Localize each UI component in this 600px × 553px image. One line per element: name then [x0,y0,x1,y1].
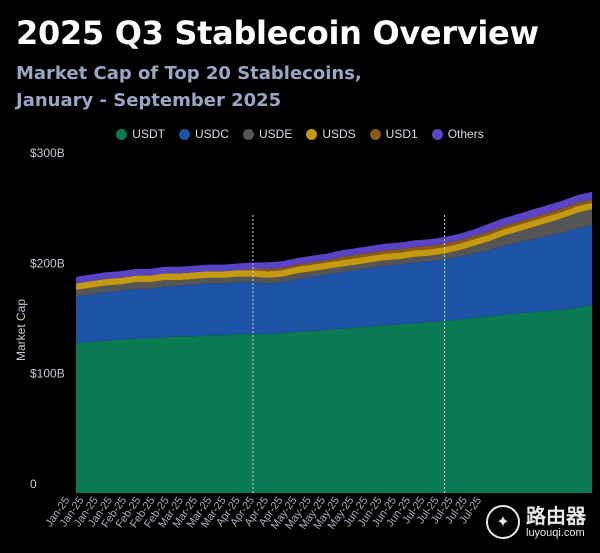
router-logo-icon: ✦ [486,504,520,539]
legend-label: Others [447,127,484,141]
y-axis-ticks: 0 $100B $200B $300B [30,146,65,491]
legend-item-usdt[interactable]: USDT [116,127,165,141]
watermark-logo-text: 路由器 [526,503,586,528]
area-usdt [76,305,592,493]
legend-swatch [116,128,128,140]
subtitle-line-1: Market Cap of Top 20 Stablecoins, [16,63,362,84]
area-others [76,191,592,284]
x-axis-ticks: Jan-25Jan-25Jan-25Jan-25Feb-25Feb-25Feb-… [43,495,484,532]
watermark: ✦ 路由器 luyouqi.com [486,505,586,539]
legend-swatch [178,128,190,140]
chart-title: 2025 Q3 Stablecoin Overview [16,14,539,52]
y-axis-label: Market Cap [14,299,28,361]
legend-swatch [242,128,254,140]
chart-subtitle: Market Cap of Top 20 Stablecoins, Januar… [16,60,362,114]
area-usdc [76,224,592,343]
legend-item-usd1[interactable]: USD1 [369,127,418,141]
legend-label: USD1 [385,127,418,141]
area-usds [76,202,592,290]
legend-label: USDT [132,127,165,141]
legend-label: USDC [194,127,229,141]
legend-item-usds[interactable]: USDS [306,127,356,141]
legend-swatch [431,128,443,140]
y-tick-label: $100B [30,367,65,381]
area-layers [76,191,592,493]
chart-legend: USDT USDC USDE USDS USD1 Others [0,127,600,141]
y-tick-label: 0 [30,477,37,491]
watermark-site-text: luyouqi.com [526,526,585,539]
area-usde [76,209,592,297]
legend-swatch [369,128,381,140]
legend-swatch [306,128,318,140]
legend-label: USDE [258,127,293,141]
subtitle-line-2: January - September 2025 [16,90,282,111]
legend-item-others[interactable]: Others [431,127,484,141]
y-tick-label: $200B [30,256,65,270]
legend-item-usdc[interactable]: USDC [178,127,229,141]
legend-item-usde[interactable]: USDE [242,127,293,141]
y-tick-label: $300B [30,146,65,160]
legend-label: USDS [322,127,356,141]
